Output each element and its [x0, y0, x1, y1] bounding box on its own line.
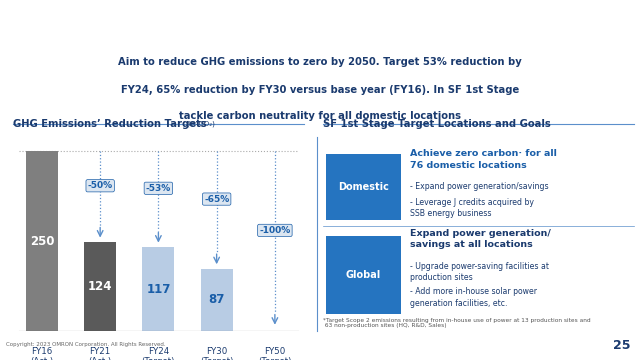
- Text: - Add more in-house solar power
generation facilities, etc.: - Add more in-house solar power generati…: [410, 287, 537, 307]
- Text: -65%: -65%: [204, 194, 229, 203]
- Text: SF 1st Stage Target Locations and Goals: SF 1st Stage Target Locations and Goals: [323, 119, 551, 129]
- FancyBboxPatch shape: [326, 154, 401, 220]
- Text: FY24
(Target): FY24 (Target): [141, 347, 175, 360]
- Text: Copyright: 2023 OMRON Corporation. All Rights Reserved.: Copyright: 2023 OMRON Corporation. All R…: [6, 342, 166, 347]
- Text: - Expand power generation/savings: - Expand power generation/savings: [410, 183, 548, 192]
- Bar: [26, 151, 58, 331]
- Text: Aim to reduce GHG emissions to zero by 2050. Target 53% reduction by: Aim to reduce GHG emissions to zero by 2…: [118, 57, 522, 67]
- Text: FY24, 65% reduction by FY30 versus base year (FY16). In SF 1st Stage: FY24, 65% reduction by FY30 versus base …: [121, 85, 519, 95]
- Text: - Upgrade power-saving facilities at
production sites: - Upgrade power-saving facilities at pro…: [410, 262, 549, 282]
- Text: 117: 117: [146, 283, 171, 296]
- Text: -53%: -53%: [146, 184, 171, 193]
- FancyBboxPatch shape: [326, 236, 401, 314]
- Text: Expand power generation/
savings at all locations: Expand power generation/ savings at all …: [410, 229, 551, 249]
- Text: FY16
(Act.): FY16 (Act.): [30, 347, 54, 360]
- Text: *Target Scope 2 emissions resulting from in-house use of power at 13 production : *Target Scope 2 emissions resulting from…: [323, 318, 591, 328]
- Text: - Leverage J credits acquired by
SSB energy business: - Leverage J credits acquired by SSB ene…: [410, 198, 534, 218]
- Text: GHG Emissions’ Reduction Targets: GHG Emissions’ Reduction Targets: [13, 119, 207, 129]
- Text: Global: Global: [346, 270, 381, 280]
- Text: 250: 250: [29, 235, 54, 248]
- Text: Achieve zero carbon· for all
76 domestic locations: Achieve zero carbon· for all 76 domestic…: [410, 149, 557, 170]
- Text: 87: 87: [209, 293, 225, 306]
- Text: FY21
(Act.): FY21 (Act.): [88, 347, 112, 360]
- Text: 124: 124: [88, 280, 113, 293]
- Text: (kt-CO₂): (kt-CO₂): [186, 120, 215, 127]
- Text: FY30
(Target): FY30 (Target): [200, 347, 234, 360]
- Text: Carbon Neutrality Initiatives At Own Sites (Scope 1/2): Carbon Neutrality Initiatives At Own Sit…: [56, 13, 584, 31]
- Text: 25: 25: [613, 339, 630, 352]
- Bar: [200, 269, 233, 331]
- Text: FY50
(Target): FY50 (Target): [258, 347, 292, 360]
- Bar: [142, 247, 175, 331]
- Text: -50%: -50%: [88, 181, 113, 190]
- Text: Domestic: Domestic: [338, 183, 389, 192]
- Text: tackle carbon neutrality for all domestic locations: tackle carbon neutrality for all domesti…: [179, 111, 461, 121]
- Bar: [84, 242, 116, 331]
- Text: -100%: -100%: [259, 226, 291, 235]
